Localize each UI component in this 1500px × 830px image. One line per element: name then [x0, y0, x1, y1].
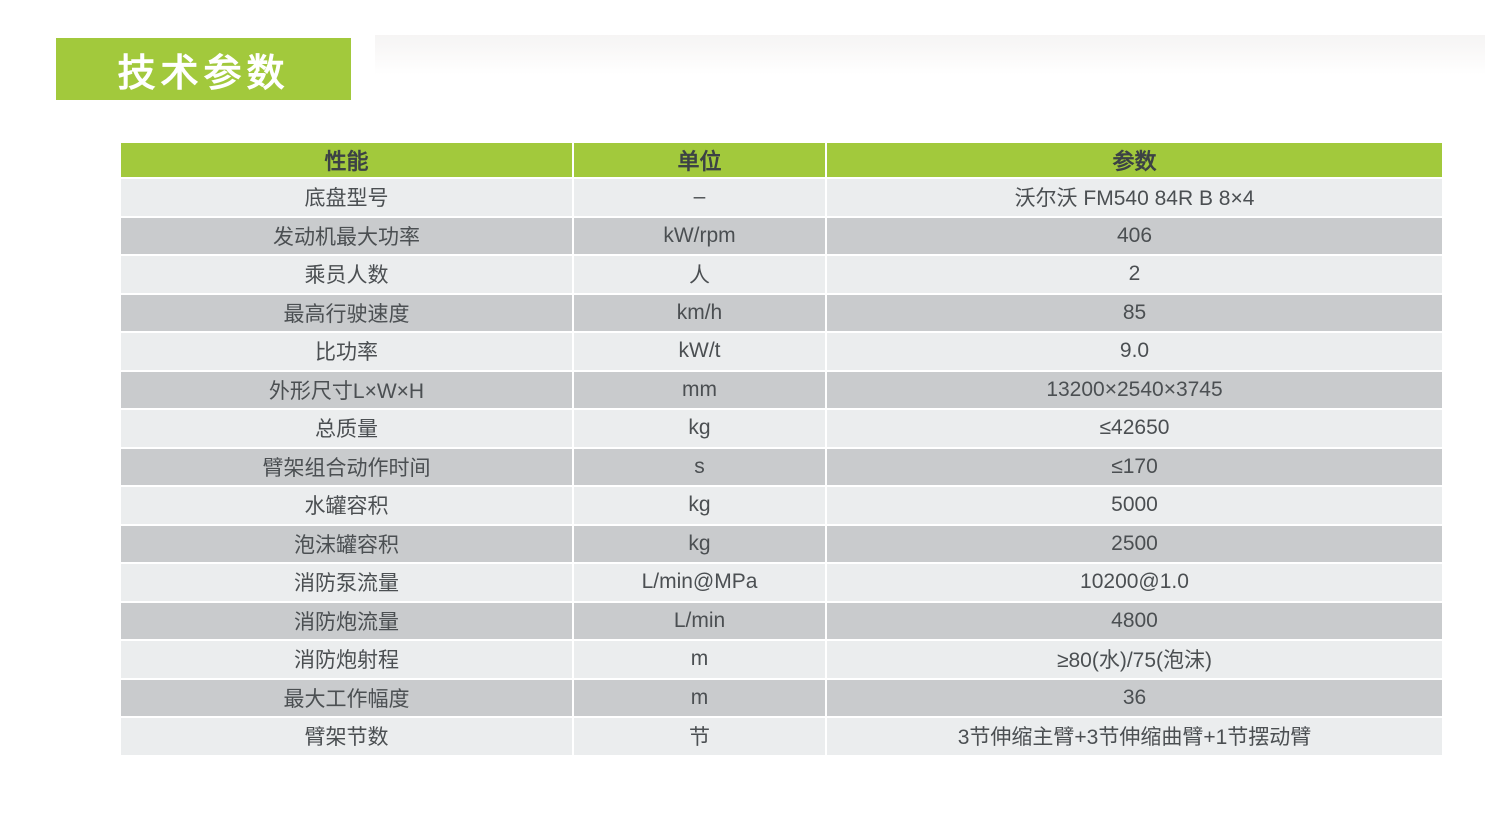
- cell-performance: 泡沫罐容积: [121, 525, 574, 564]
- header-performance: 性能: [121, 143, 574, 179]
- cell-value: 406: [827, 217, 1442, 256]
- cell-unit: 人: [574, 256, 827, 295]
- cell-performance: 外形尺寸L×W×H: [121, 371, 574, 410]
- cell-unit: 节: [574, 718, 827, 757]
- spec-table-grid: 性能 单位 参数 底盘型号 – 沃尔沃 FM540 84R B 8×4 发动机最大功率…: [121, 143, 1442, 757]
- section-title-badge: 技术参数: [56, 38, 351, 100]
- table-row: 发动机最大功率 kW/rpm 406: [121, 217, 1442, 256]
- spec-table: 性能 单位 参数 底盘型号 – 沃尔沃 FM540 84R B 8×4 发动机最大功率…: [121, 143, 1442, 757]
- cell-unit: s: [574, 448, 827, 487]
- cell-unit: kg: [574, 525, 827, 564]
- cell-unit: kg: [574, 410, 827, 449]
- table-row: 消防炮射程 m ≥80(水)/75(泡沫): [121, 641, 1442, 680]
- spec-table-body: 底盘型号 – 沃尔沃 FM540 84R B 8×4 发动机最大功率 kW/rpm 406…: [121, 179, 1442, 757]
- spec-table-header: 性能 单位 参数: [121, 143, 1442, 179]
- cell-performance: 臂架组合动作时间: [121, 448, 574, 487]
- table-row: 消防泵流量 L/min@MPa 10200@1.0: [121, 564, 1442, 603]
- cell-unit: mm: [574, 371, 827, 410]
- cell-value: ≥80(水)/75(泡沫): [827, 641, 1442, 680]
- cell-performance: 乘员人数: [121, 256, 574, 295]
- cell-unit: kW/t: [574, 333, 827, 372]
- table-row: 外形尺寸L×W×H mm 13200×2540×3745: [121, 371, 1442, 410]
- header-unit: 单位: [574, 143, 827, 179]
- table-row: 总质量 kg ≤42650: [121, 410, 1442, 449]
- cell-unit: kW/rpm: [574, 217, 827, 256]
- cell-performance: 水罐容积: [121, 487, 574, 526]
- cell-performance: 最高行驶速度: [121, 294, 574, 333]
- top-photo-fade: [375, 35, 1485, 75]
- cell-value: 4800: [827, 602, 1442, 641]
- table-row: 比功率 kW/t 9.0: [121, 333, 1442, 372]
- table-row: 最高行驶速度 km/h 85: [121, 294, 1442, 333]
- cell-unit: L/min@MPa: [574, 564, 827, 603]
- cell-performance: 消防泵流量: [121, 564, 574, 603]
- cell-performance: 比功率: [121, 333, 574, 372]
- cell-value: 沃尔沃 FM540 84R B 8×4: [827, 179, 1442, 218]
- cell-performance: 消防炮流量: [121, 602, 574, 641]
- cell-unit: L/min: [574, 602, 827, 641]
- cell-value: 85: [827, 294, 1442, 333]
- cell-performance: 总质量: [121, 410, 574, 449]
- table-row: 臂架节数节 3节伸缩主臂+3节伸缩曲臂+1节摆动臂: [121, 718, 1442, 757]
- cell-unit: m: [574, 679, 827, 718]
- cell-unit: –: [574, 179, 827, 218]
- cell-unit: km/h: [574, 294, 827, 333]
- cell-value: 3节伸缩主臂+3节伸缩曲臂+1节摆动臂: [827, 718, 1442, 757]
- table-row: 乘员人数人 2: [121, 256, 1442, 295]
- cell-performance: 最大工作幅度: [121, 679, 574, 718]
- table-row: 泡沫罐容积 kg 2500: [121, 525, 1442, 564]
- cell-value: ≤170: [827, 448, 1442, 487]
- cell-performance: 发动机最大功率: [121, 217, 574, 256]
- table-row: 臂架组合动作时间 s ≤170: [121, 448, 1442, 487]
- cell-value: 36: [827, 679, 1442, 718]
- cell-value: 10200@1.0: [827, 564, 1442, 603]
- header-parameter: 参数: [827, 143, 1442, 179]
- table-row: 水罐容积 kg 5000: [121, 487, 1442, 526]
- cell-value: 2500: [827, 525, 1442, 564]
- cell-unit: m: [574, 641, 827, 680]
- cell-unit: kg: [574, 487, 827, 526]
- cell-value: 13200×2540×3745: [827, 371, 1442, 410]
- table-row: 底盘型号 – 沃尔沃 FM540 84R B 8×4: [121, 179, 1442, 218]
- cell-performance: 臂架节数: [121, 718, 574, 757]
- cell-performance: 消防炮射程: [121, 641, 574, 680]
- cell-performance: 底盘型号: [121, 179, 574, 218]
- header-row: 性能 单位 参数: [121, 143, 1442, 179]
- cell-value: 5000: [827, 487, 1442, 526]
- cell-value: 9.0: [827, 333, 1442, 372]
- cell-value: 2: [827, 256, 1442, 295]
- cell-value: ≤42650: [827, 410, 1442, 449]
- table-row: 消防炮流量 L/min 4800: [121, 602, 1442, 641]
- table-row: 最大工作幅度 m 36: [121, 679, 1442, 718]
